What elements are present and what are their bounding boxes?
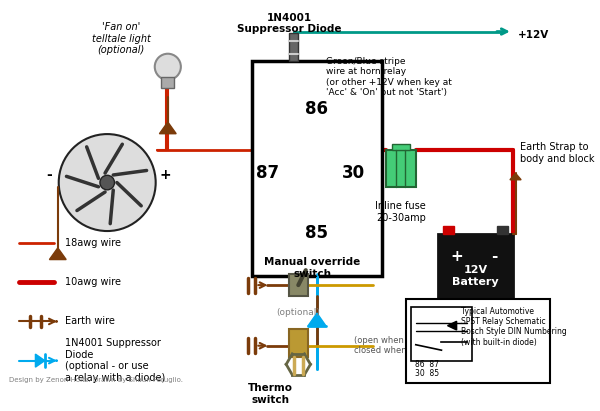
Text: 10awg wire: 10awg wire [65,277,121,287]
Text: Earth wire: Earth wire [65,316,115,326]
Text: 'Fan on'
telltale light
(optional): 'Fan on' telltale light (optional) [92,22,151,55]
Text: (optional): (optional) [277,308,320,317]
Text: Earth Strap to
body and block: Earth Strap to body and block [520,142,595,164]
FancyBboxPatch shape [386,150,416,187]
Polygon shape [160,122,176,134]
Text: -: - [491,249,497,264]
Text: Typical Automotive
SPST Relay Schematic
Bosch Style DIN Numbering
(with built-in: Typical Automotive SPST Relay Schematic … [461,307,567,347]
FancyBboxPatch shape [443,226,454,234]
Circle shape [155,54,181,80]
Text: Inline fuse
20-30amp: Inline fuse 20-30amp [376,201,426,223]
FancyBboxPatch shape [497,226,508,234]
FancyBboxPatch shape [161,77,175,88]
Circle shape [59,134,155,231]
Text: 12V
Battery: 12V Battery [452,266,499,287]
Text: 1N4001 Suppressor
Diode
(optional - or use
a relay with a diode): 1N4001 Suppressor Diode (optional - or u… [65,338,166,383]
Text: 1N4001
Suppressor Diode: 1N4001 Suppressor Diode [237,13,341,35]
Polygon shape [448,321,457,330]
Text: Thermo
switch: Thermo switch [248,383,293,404]
FancyBboxPatch shape [438,234,513,299]
Text: 30: 30 [342,164,365,182]
Polygon shape [49,248,66,260]
Text: 86  87: 86 87 [415,360,439,369]
FancyBboxPatch shape [289,33,298,61]
Text: 85: 85 [305,224,328,242]
Text: Green/Blue stripe
wire at horn relay
(or other +12V when key at
'Acc' & 'On' but: Green/Blue stripe wire at horn relay (or… [326,57,452,97]
Text: 18awg wire: 18awg wire [65,238,121,248]
Text: +: + [451,249,463,264]
Text: Design by Zenon Holtz. Drawn by Shaun Feruglio.: Design by Zenon Holtz. Drawn by Shaun Fe… [10,377,184,383]
FancyBboxPatch shape [252,61,382,276]
FancyBboxPatch shape [411,307,472,361]
Polygon shape [289,274,308,296]
Text: -: - [47,168,52,182]
Text: 30  85: 30 85 [415,369,439,378]
Polygon shape [308,313,326,326]
Text: 86: 86 [305,99,328,118]
FancyBboxPatch shape [289,329,308,357]
Text: +: + [159,168,171,182]
Circle shape [100,175,115,190]
Polygon shape [35,354,45,367]
Polygon shape [510,173,521,180]
FancyBboxPatch shape [406,299,550,383]
FancyBboxPatch shape [392,144,410,150]
Text: +12V: +12V [517,30,548,40]
Text: Manual override
switch: Manual override switch [264,257,361,279]
Text: (open when 'cold'
closed when 'hot'): (open when 'cold' closed when 'hot') [354,336,431,356]
Text: 87: 87 [256,164,279,182]
